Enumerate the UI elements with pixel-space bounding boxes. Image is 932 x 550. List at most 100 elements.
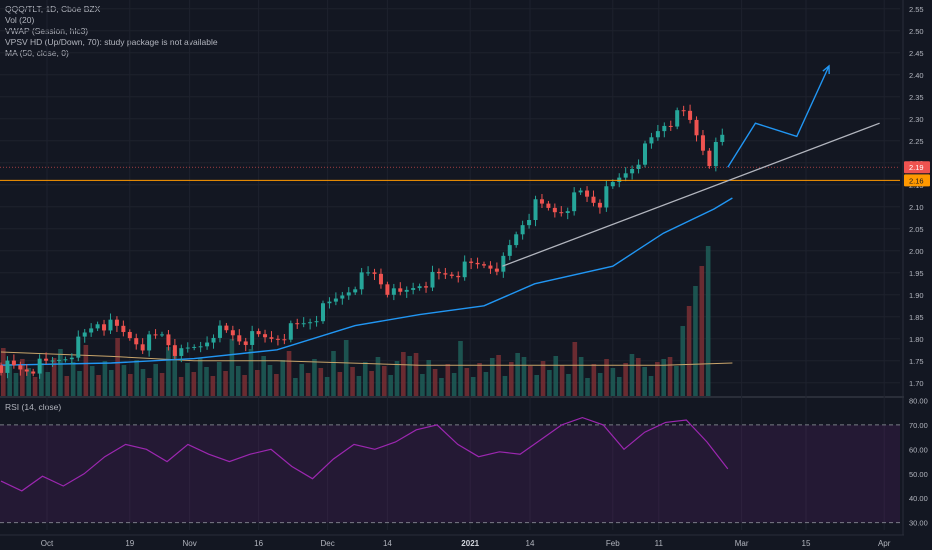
legend-volume[interactable]: Vol (20) [5, 15, 35, 25]
volume-bar [178, 377, 184, 396]
volume-bar [515, 353, 520, 396]
candle-body [597, 202, 602, 208]
candle-body [456, 275, 461, 278]
volume-bar [604, 359, 609, 396]
vwap-line [0, 351, 733, 366]
grid [0, 0, 904, 536]
candle-body [333, 298, 338, 302]
time-tick-label: Mar [735, 539, 749, 548]
volume-bar [483, 372, 489, 396]
candle-body [475, 262, 480, 265]
time-tick-label: Dec [320, 539, 334, 548]
volume-bar [210, 376, 216, 396]
candle-body [314, 321, 319, 323]
candle-body [366, 272, 371, 274]
candle-body [127, 331, 132, 339]
volume-bar [553, 356, 559, 396]
candle-body [56, 359, 61, 361]
volume-bar [96, 375, 101, 396]
time-tick-label: Oct [41, 539, 54, 548]
candle-body [378, 273, 383, 285]
volume-bar [343, 340, 349, 396]
candle-body [340, 295, 345, 299]
axes: 2.552.502.452.402.352.302.252.202.152.10… [41, 5, 930, 548]
volume-bar [166, 347, 171, 396]
candle-body [700, 135, 705, 151]
volume-bar [159, 373, 165, 396]
candle-body [681, 110, 686, 112]
time-tick-label: 16 [254, 539, 263, 548]
candle-body [462, 261, 467, 278]
volume-bar [432, 369, 438, 396]
volume-bar [70, 362, 76, 396]
candle-body [527, 220, 532, 226]
volume-bar [623, 363, 628, 396]
volume-bar [83, 345, 89, 396]
candle-body [108, 319, 113, 331]
volume-bar [331, 351, 336, 396]
candle-body [623, 173, 628, 178]
candle-body [205, 342, 210, 347]
level-price-tag-bg [904, 174, 930, 187]
volume-bar [585, 378, 590, 396]
candle-body [18, 365, 23, 370]
volume-bar [267, 365, 273, 396]
candle-body [436, 271, 441, 274]
volume-bar [299, 364, 305, 396]
candle-body [565, 211, 570, 214]
volume-bar [32, 377, 38, 396]
volume-bar [382, 366, 387, 396]
time-tick-label: 19 [125, 539, 134, 548]
candle-body [694, 119, 699, 136]
candle-body [172, 345, 177, 356]
candle-body [494, 268, 499, 272]
projection-path [727, 65, 830, 168]
volume-bar [648, 376, 654, 396]
rsi-legend[interactable]: RSI (14, close) [5, 402, 62, 412]
legend-vpsv[interactable]: VPSV HD (Up/Down, 70): study package is … [5, 37, 218, 47]
volume-bar [115, 338, 120, 396]
candle-body [533, 199, 538, 220]
volume-bar [191, 372, 197, 396]
volume-bar [477, 363, 482, 396]
volume-bar [7, 364, 12, 396]
candle-body [308, 322, 313, 324]
candle-body [179, 348, 184, 356]
volume-bar [153, 364, 158, 396]
candle-body [282, 339, 287, 341]
volume-bar [147, 378, 152, 396]
volume-bar [693, 286, 698, 396]
candle-body [675, 110, 680, 127]
rsi-band-fill [0, 424, 900, 523]
volume-bar [566, 374, 571, 396]
candle-body [713, 141, 718, 167]
candle-body [469, 261, 474, 263]
volume-bar [121, 365, 127, 396]
rsi-tick-label: 80.00 [909, 396, 928, 405]
candle-body [192, 346, 197, 348]
volume-bar [534, 375, 539, 396]
candle-body [507, 245, 512, 256]
candle-body [411, 288, 416, 290]
volume-bar [185, 363, 190, 396]
rsi-tick-label: 40.00 [909, 494, 928, 503]
candle-body [359, 272, 364, 290]
candle-body [501, 255, 506, 272]
candle-body [572, 192, 577, 212]
volume-bar [699, 266, 705, 396]
volume-bar [324, 377, 330, 396]
candle-body [655, 131, 660, 138]
candle-body [424, 286, 429, 288]
volume-bar [128, 374, 133, 396]
candle-body [514, 234, 519, 246]
volume-bar [235, 366, 241, 396]
price-tick-label: 2.55 [909, 5, 924, 14]
price-tick-label: 2.10 [909, 203, 924, 212]
volume-bar [388, 375, 393, 396]
volume-bar [204, 367, 209, 396]
candles [0, 104, 725, 379]
volume-bar [64, 376, 70, 396]
drawings[interactable] [0, 64, 900, 267]
candle-body [385, 284, 390, 295]
